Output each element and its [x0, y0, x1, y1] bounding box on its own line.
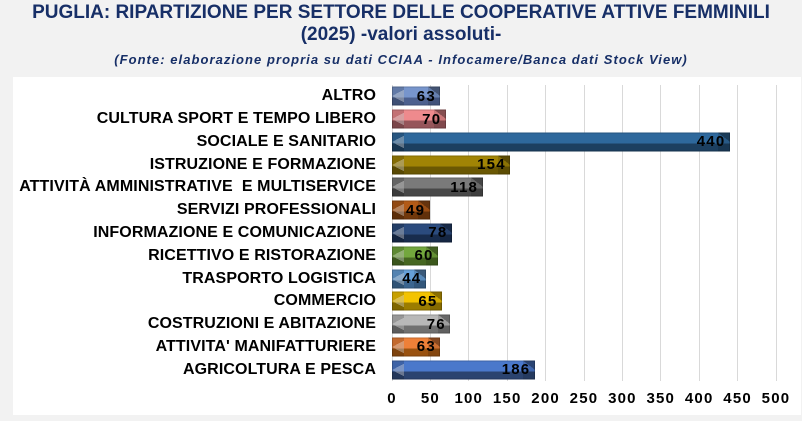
- bar: 118: [392, 177, 483, 197]
- bar-slot: 65: [392, 290, 776, 313]
- bar: 76: [392, 314, 451, 334]
- category-label: AGRICOLTURA E PESCA: [182, 360, 376, 378]
- bar-value-label: 60: [414, 247, 434, 265]
- value-axis-tick-label: 400: [684, 390, 714, 407]
- category-label: ISTRUZIONE E FORMAZIONE: [149, 155, 376, 173]
- bar-value-label: 70: [422, 110, 442, 128]
- gridline: [545, 85, 547, 381]
- bar: 186: [392, 360, 535, 380]
- category-label: SOCIALE E SANITARIO: [196, 132, 376, 150]
- bar-slot: 44: [392, 267, 776, 290]
- category-label: TRASPORTO LOGISTICA: [182, 269, 376, 287]
- category-label: ALTRO: [321, 87, 376, 105]
- value-axis-tick-label: 350: [646, 390, 676, 407]
- bar-value-label: 44: [402, 270, 422, 287]
- value-axis-tick-label: 200: [531, 390, 560, 407]
- bar-value-label: 154: [477, 156, 506, 174]
- value-axis-tick-label: 50: [420, 390, 440, 407]
- category-label: INFORMAZIONE E COMUNICAZIONE: [93, 223, 376, 241]
- value-axis-tick-label: 250: [569, 390, 599, 407]
- value-axis-tick-label: 450: [723, 390, 752, 407]
- bar-slot: 440: [392, 131, 776, 154]
- bar: 63: [392, 337, 441, 357]
- bar-value-label: 49: [406, 201, 426, 219]
- bar: 154: [392, 155, 511, 175]
- bar-slot: 63: [392, 335, 776, 358]
- chart-title-block: PUGLIA: RIPARTIZIONE PER SETTORE DELLE C…: [0, 0, 802, 67]
- bar-slot: 78: [392, 222, 776, 245]
- bar-value-label: 65: [418, 292, 438, 310]
- category-label: CULTURA SPORT E TEMPO LIBERO: [96, 110, 376, 128]
- gridline: [775, 85, 777, 381]
- gridline: [468, 85, 470, 381]
- gridline: [506, 85, 508, 381]
- bar-series: 63 70 440 154 118 49 78 60 44 65 76 63 186: [392, 85, 776, 381]
- bar: 44: [392, 269, 426, 288]
- bar-value-label: 78: [428, 224, 448, 242]
- bar: 63: [392, 86, 441, 106]
- chart-panel: ALTRO CULTURA SPORT E TEMPO LIBERO SOCIALE…: [13, 77, 801, 415]
- bar-value-label: 63: [416, 338, 436, 356]
- bar-value-label: 186: [501, 361, 531, 379]
- bar-slot: 63: [392, 85, 776, 108]
- bar: 60: [392, 246, 439, 266]
- value-axis-tick-label: 150: [492, 390, 522, 407]
- category-label: COSTRUZIONI E ABITAZIONE: [147, 315, 376, 333]
- bar-value-label: 63: [416, 87, 436, 105]
- gridline: [698, 85, 700, 381]
- chart-title-line2: (2025) -valori assoluti-: [300, 24, 502, 45]
- bar: 65: [392, 291, 442, 311]
- value-axis-tick-label: 0: [387, 390, 397, 407]
- category-label: COMMERCIO: [273, 292, 376, 310]
- chart-source-note: (Fonte: elaborazione propria su dati CCI…: [114, 52, 688, 67]
- category-axis: ALTRO CULTURA SPORT E TEMPO LIBERO SOCIALE…: [13, 85, 376, 381]
- gridline: [737, 85, 739, 381]
- gridline: [583, 85, 585, 381]
- chart-title-line1: PUGLIA: RIPARTIZIONE PER SETTORE DELLE C…: [32, 2, 770, 23]
- value-axis: 0 50 100 150 200 250 300 350 400 450 500: [387, 390, 789, 407]
- bar-slot: 186: [392, 358, 776, 381]
- bar: 70: [392, 109, 446, 129]
- bar-slot: 49: [392, 199, 776, 222]
- category-label: SERVIZI PROFESSIONALI: [176, 201, 376, 219]
- bar: 440: [392, 132, 730, 152]
- value-axis-tick-label: 500: [761, 390, 791, 407]
- bar-slot: 70: [392, 108, 776, 131]
- bar-slot: 118: [392, 176, 776, 199]
- category-label: RICETTIVO E RISTORAZIONE: [148, 246, 376, 264]
- bar-slot: 76: [392, 313, 776, 336]
- bar-value-label: 440: [696, 133, 726, 151]
- bar-slot: 60: [392, 244, 776, 267]
- bar: 49: [392, 200, 430, 220]
- bar-value-label: 76: [426, 315, 446, 333]
- gridline: [621, 85, 623, 381]
- bar: 78: [392, 223, 452, 243]
- value-axis-tick-label: 300: [608, 390, 637, 407]
- gridline: [660, 85, 662, 381]
- bar-slot: 154: [392, 153, 776, 176]
- bar-value-label: 118: [450, 178, 479, 196]
- value-axis-tick-label: 100: [454, 390, 484, 407]
- category-label: ATTIVITA' MANIFATTURIERE: [155, 337, 376, 355]
- category-label: ATTIVITÀ AMMINISTRATIVE E MULTISERVICE: [19, 178, 376, 196]
